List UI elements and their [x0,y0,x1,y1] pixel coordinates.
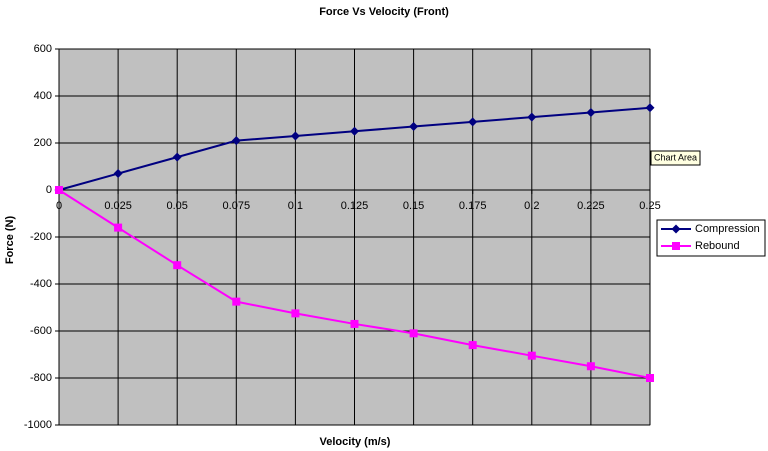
point [672,242,680,250]
y-tick-label: -600 [30,325,52,337]
point [527,112,537,122]
point [468,341,477,350]
y-tick-label: 200 [34,137,52,149]
point [350,319,359,328]
point [409,329,418,338]
point [646,374,654,382]
chart-title: Force Vs Velocity (Front) [319,6,449,18]
point [55,186,63,194]
tooltip-box [650,150,701,166]
point [586,107,596,117]
y-tick-label: 0 [46,184,52,196]
y-tick-label: -400 [30,278,52,290]
point [173,261,182,270]
point [468,117,478,127]
point [527,351,536,360]
x-axis-label: Velocity (m/s) [320,436,391,448]
point [586,362,595,371]
point [350,126,359,136]
y-axis-label: Force (N) [4,216,16,265]
y-tick-label: 600 [34,43,52,55]
point [290,131,300,141]
point [114,223,123,232]
point [113,169,123,179]
legend-label: Compression [695,223,760,235]
point [291,309,300,318]
point [231,136,241,146]
y-tick-label: -200 [30,231,52,243]
y-tick-label: -800 [30,372,52,384]
legend-label: Rebound [695,240,740,252]
point [409,122,419,132]
point [645,103,655,113]
tooltip: Chart Area [654,152,697,162]
point [232,297,241,306]
y-tick-label: -1000 [24,419,52,431]
point [671,224,681,234]
point [172,152,182,162]
y-tick-label: 400 [34,90,52,102]
